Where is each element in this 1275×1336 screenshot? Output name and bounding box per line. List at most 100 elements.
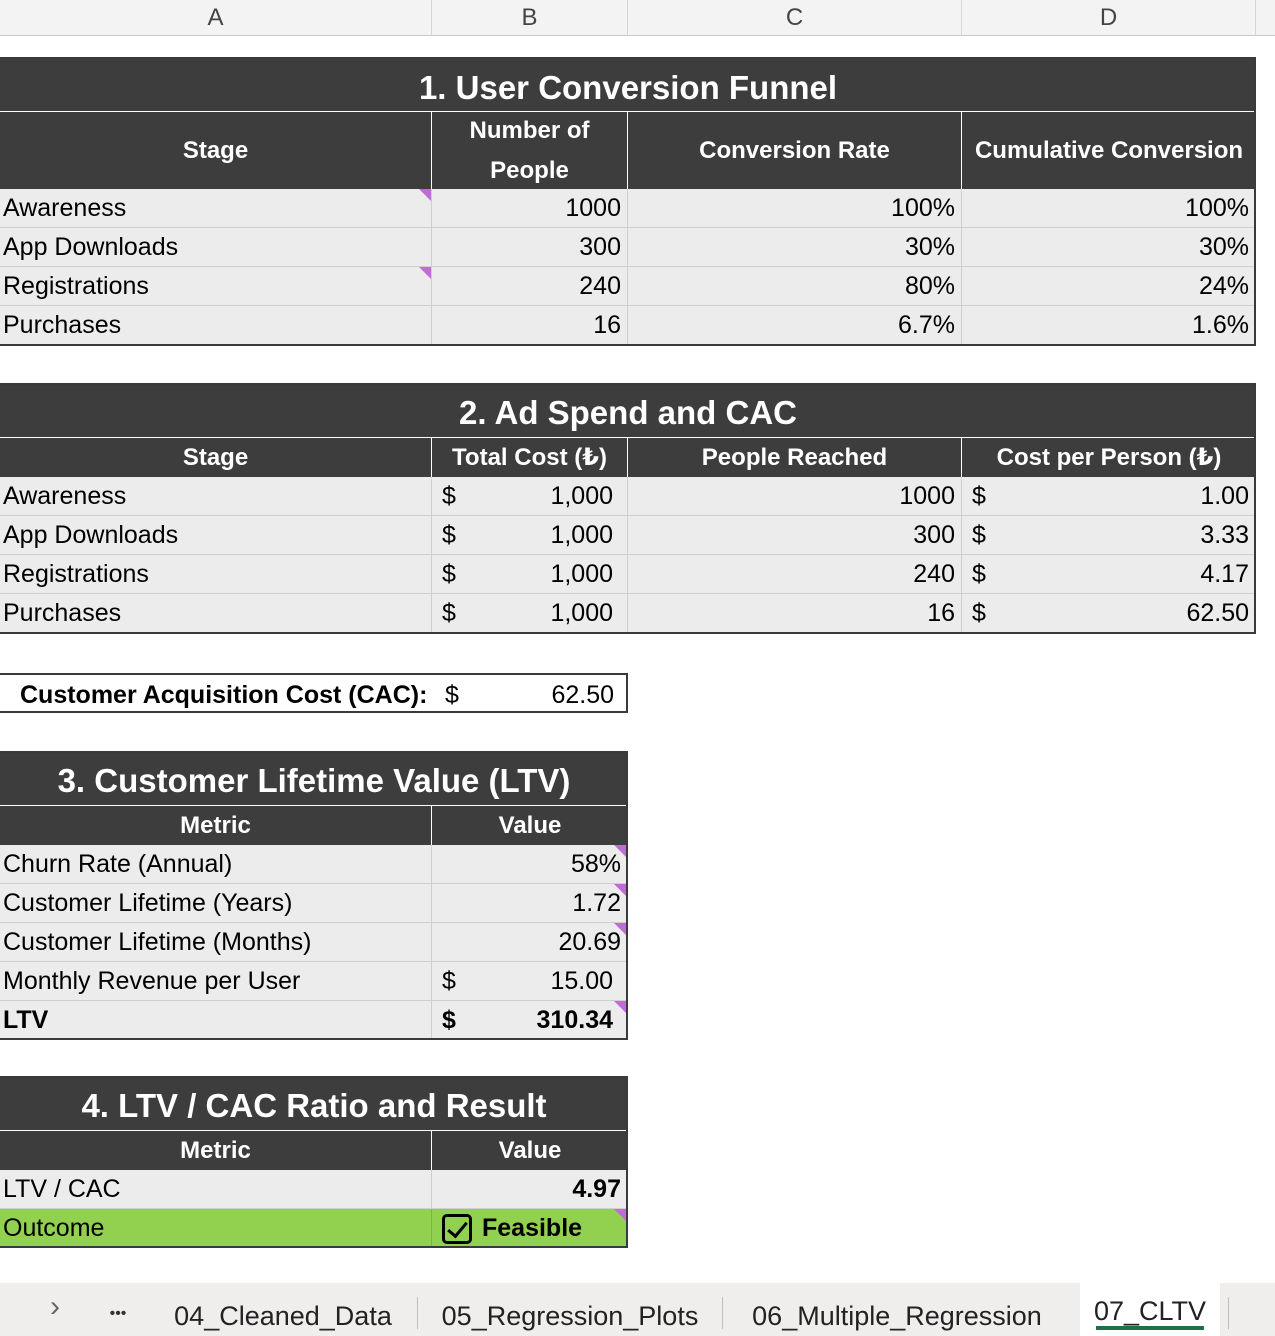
comment-indicator-icon[interactable] (614, 1001, 626, 1013)
comment-indicator-icon[interactable] (419, 267, 431, 279)
cost-value: 1,000 (550, 521, 613, 549)
funnel-rate-cell[interactable]: 80% (628, 267, 962, 306)
ratio-title[interactable]: 4. LTV / CAC Ratio and Result (0, 1077, 628, 1130)
currency-symbol: $ (442, 599, 456, 627)
funnel-cumulative-cell[interactable]: 24% (962, 267, 1256, 306)
cost-value: 1,000 (550, 482, 613, 510)
adspend-header-cost[interactable]: Total Cost (₺) (432, 437, 628, 477)
comment-indicator-icon[interactable] (419, 189, 431, 201)
ltv-value-cell[interactable]: 58% (432, 845, 628, 884)
per-person-value: 62.50 (1186, 599, 1249, 627)
funnel-stage-cell[interactable]: Purchases (0, 306, 432, 345)
ltv-metric-cell[interactable]: Customer Lifetime (Years) (0, 884, 432, 923)
adspend-per-person-cell[interactable]: $4.17 (962, 555, 1256, 594)
ltv-metric-cell[interactable]: Monthly Revenue per User (0, 962, 432, 1001)
column-header-b[interactable]: B (432, 0, 628, 36)
column-header-d[interactable]: D (962, 0, 1256, 36)
tab-separator (722, 1297, 723, 1329)
ltv-value-cell[interactable]: 20.69 (432, 923, 628, 962)
funnel-cumulative-cell[interactable]: 100% (962, 189, 1256, 228)
adspend-reached-cell[interactable]: 16 (628, 594, 962, 633)
ltv-metric-cell[interactable]: Customer Lifetime (Months) (0, 923, 432, 962)
adspend-reached-cell[interactable]: 300 (628, 516, 962, 555)
ltv-header-value[interactable]: Value (432, 805, 628, 845)
outcome-value: Feasible (482, 1214, 583, 1242)
column-header-bar: A B C D (0, 0, 1275, 36)
per-person-value: 1.00 (1200, 482, 1249, 510)
funnel-title[interactable]: 1. User Conversion Funnel (0, 58, 1256, 111)
tab-separator (417, 1297, 418, 1329)
funnel-people-cell[interactable]: 1000 (432, 189, 628, 228)
active-tab-label: 07_CLTV (1093, 1296, 1207, 1326)
adspend-title[interactable]: 2. Ad Spend and CAC (0, 384, 1256, 437)
outcome-label-cell[interactable]: Outcome (0, 1209, 432, 1248)
adspend-per-person-cell[interactable]: $1.00 (962, 477, 1256, 516)
adspend-reached-cell[interactable]: 1000 (628, 477, 962, 516)
column-header-c[interactable]: C (628, 0, 962, 36)
adspend-header-stage[interactable]: Stage (0, 437, 432, 477)
comment-indicator-icon[interactable] (614, 1209, 626, 1221)
comment-indicator-icon[interactable] (614, 845, 626, 857)
sheet-tab-04[interactable]: 04_Cleaned_Data (174, 1301, 392, 1331)
cac-currency: $ (445, 681, 459, 709)
ltv-title[interactable]: 3. Customer Lifetime Value (LTV) (0, 752, 628, 805)
funnel-cumulative-cell[interactable]: 1.6% (962, 306, 1256, 345)
funnel-stage-cell[interactable]: App Downloads (0, 228, 432, 267)
adspend-stage-cell[interactable]: App Downloads (0, 516, 432, 555)
funnel-people-cell[interactable]: 300 (432, 228, 628, 267)
adspend-cost-cell[interactable]: $1,000 (432, 477, 628, 516)
sheet-tab-05[interactable]: 05_Regression_Plots (441, 1301, 699, 1331)
adspend-reached-cell[interactable]: 240 (628, 555, 962, 594)
comment-indicator-icon[interactable] (614, 884, 626, 896)
ltv-metric-cell[interactable]: LTV (0, 1001, 432, 1040)
ratio-metric-cell[interactable]: LTV / CAC (0, 1170, 432, 1209)
ratio-header-value[interactable]: Value (432, 1130, 628, 1170)
funnel-cumulative-cell[interactable]: 30% (962, 228, 1256, 267)
ltv-metric-cell[interactable]: Churn Rate (Annual) (0, 845, 432, 884)
cost-value: 1,000 (550, 599, 613, 627)
adspend-cost-cell[interactable]: $1,000 (432, 516, 628, 555)
currency-symbol: $ (442, 482, 456, 510)
adspend-per-person-cell[interactable]: $62.50 (962, 594, 1256, 633)
adspend-stage-cell[interactable]: Registrations (0, 555, 432, 594)
cost-value: 1,000 (550, 560, 613, 588)
per-person-value: 3.33 (1200, 521, 1249, 549)
adspend-header-reached[interactable]: People Reached (628, 437, 962, 477)
ltv-value-cell[interactable]: $310.34 (432, 1001, 628, 1040)
checkbox-checked-icon (442, 1214, 472, 1245)
funnel-stage-cell[interactable]: Awareness (0, 189, 432, 228)
funnel-header-rate[interactable]: Conversion Rate (628, 111, 962, 189)
cac-label[interactable]: Customer Acquisition Cost (CAC): (20, 681, 428, 709)
column-header-a[interactable]: A (0, 0, 432, 36)
sheet-tab-06[interactable]: 06_Multiple_Regression (752, 1301, 1042, 1331)
adspend-per-person-cell[interactable]: $3.33 (962, 516, 1256, 555)
funnel-header-cumulative[interactable]: Cumulative Conversion (962, 111, 1256, 189)
funnel-header-people[interactable]: Number of People (432, 111, 628, 189)
adspend-stage-cell[interactable]: Purchases (0, 594, 432, 633)
adspend-cost-cell[interactable]: $1,000 (432, 555, 628, 594)
scroll-tabs-right-icon[interactable]: › (50, 1290, 60, 1323)
funnel-people-cell[interactable]: 240 (432, 267, 628, 306)
adspend-header-per-person[interactable]: Cost per Person (₺) (962, 437, 1256, 477)
currency-symbol: $ (442, 560, 456, 588)
funnel-rate-cell[interactable]: 6.7% (628, 306, 962, 345)
ltv-header-metric[interactable]: Metric (0, 805, 432, 845)
cac-value[interactable]: 62.50 (551, 681, 614, 709)
ltv-value-cell[interactable]: 1.72 (432, 884, 628, 923)
ratio-header-metric[interactable]: Metric (0, 1130, 432, 1170)
funnel-people-cell[interactable]: 16 (432, 306, 628, 345)
funnel-rate-cell[interactable]: 30% (628, 228, 962, 267)
ltv-value-cell[interactable]: $15.00 (432, 962, 628, 1001)
per-person-value: 4.17 (1200, 560, 1249, 588)
adspend-stage-cell[interactable]: Awareness (0, 477, 432, 516)
funnel-header-stage[interactable]: Stage (0, 111, 432, 189)
comment-indicator-icon[interactable] (614, 923, 626, 935)
sheet-tab-07-active[interactable]: 07_CLTV (1080, 1283, 1220, 1336)
outcome-value-cell[interactable]: Feasible (432, 1209, 628, 1248)
ratio-value-cell[interactable]: 4.97 (432, 1170, 628, 1209)
adspend-cost-cell[interactable]: $1,000 (432, 594, 628, 633)
ltv-amount: 310.34 (536, 1006, 613, 1034)
funnel-rate-cell[interactable]: 100% (628, 189, 962, 228)
funnel-stage-cell[interactable]: Registrations (0, 267, 432, 306)
more-tabs-icon[interactable]: ••• (109, 1305, 127, 1322)
